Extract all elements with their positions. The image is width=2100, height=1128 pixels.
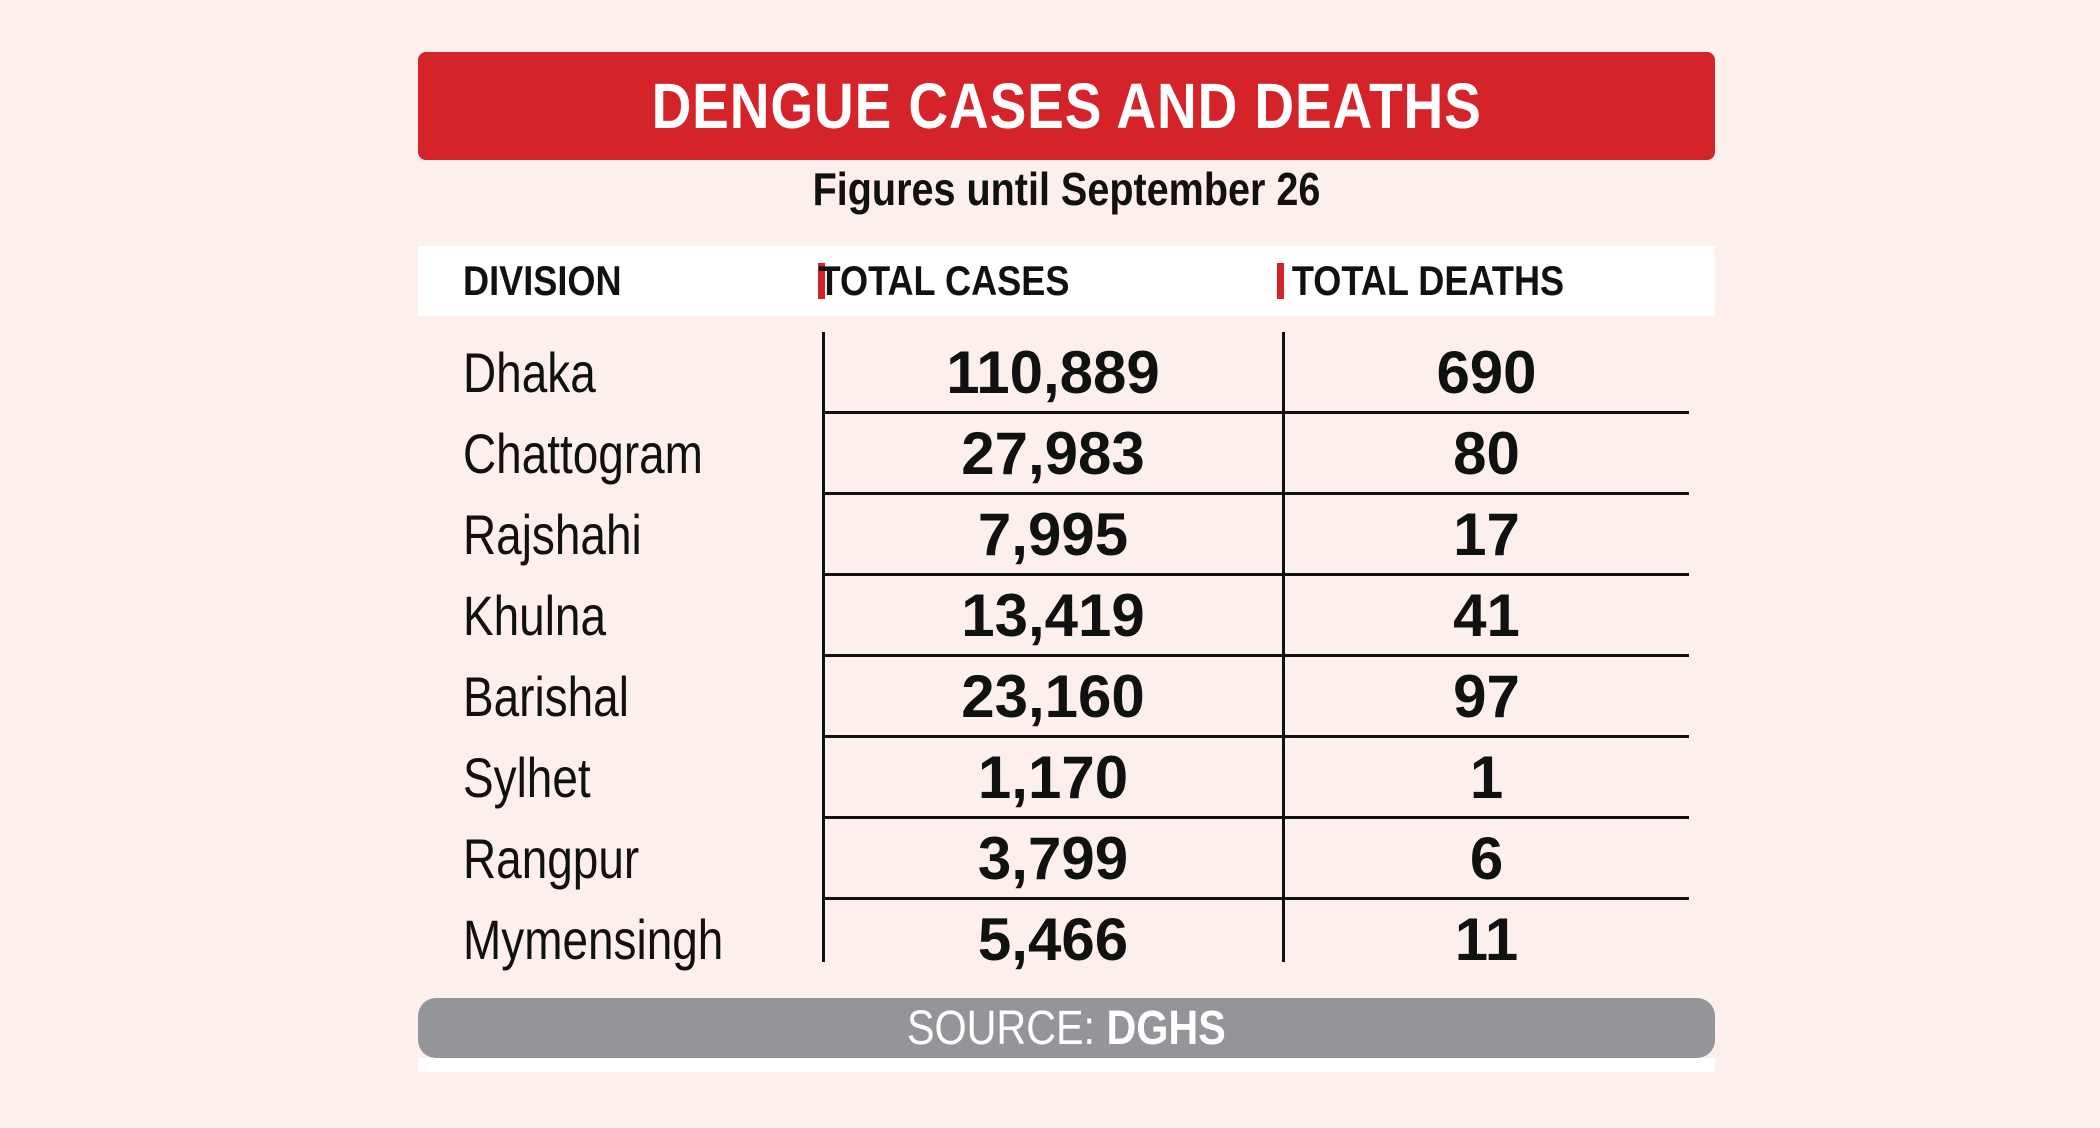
deaths-cell: 6: [1469, 825, 1504, 892]
deaths-cell: 97: [1453, 663, 1520, 730]
table-header: DIVISION TOTAL CASES TOTAL DEATHS: [418, 246, 1715, 316]
header-total-cases: TOTAL CASES: [818, 257, 1070, 304]
title-bar: DENGUE CASES AND DEATHS: [418, 52, 1715, 160]
row-divider: [824, 492, 1689, 495]
row-divider: [824, 816, 1689, 819]
cases-cell: 3,799: [977, 825, 1129, 892]
cases-cell: 1,170: [977, 744, 1129, 811]
source-bar: SOURCE: DGHS: [418, 998, 1715, 1058]
division-cell: Chattogram: [463, 422, 703, 485]
header-division: DIVISION: [463, 257, 622, 304]
deaths-cell: 1: [1469, 744, 1504, 811]
source-label: SOURCE:: [907, 1001, 1107, 1055]
chart-title: DENGUE CASES AND DEATHS: [651, 70, 1482, 142]
row-divider: [824, 411, 1689, 414]
division-cell: Khulna: [463, 584, 606, 647]
deaths-cell: 11: [1454, 906, 1519, 973]
chart-subtitle: Figures until September 26: [812, 163, 1321, 215]
column-divider: [1282, 332, 1285, 962]
row-divider: [824, 735, 1689, 738]
division-cell: Sylhet: [463, 746, 591, 809]
table-panel: DENGUE CASES AND DEATHS Figures until Se…: [418, 50, 1715, 1072]
deaths-cell: 80: [1453, 420, 1520, 487]
division-cell: Dhaka: [463, 341, 596, 404]
cases-cell: 23,160: [961, 663, 1145, 730]
header-separator: [818, 263, 825, 299]
header-separator: [1277, 263, 1284, 299]
table-body: Dhaka 110,889 690 Chattogram 27,983 80 Rajshah…: [418, 50, 1715, 1072]
cases-cell: 110,889: [946, 339, 1160, 406]
row-divider: [824, 654, 1689, 657]
source-text: SOURCE: DGHS: [907, 1001, 1226, 1056]
bottom-strip: [418, 1058, 1715, 1072]
deaths-cell: 41: [1453, 582, 1520, 649]
deaths-cell: 17: [1453, 501, 1520, 568]
deaths-cell: 690: [1436, 339, 1537, 406]
division-cell: Rajshahi: [463, 503, 642, 566]
division-cell: Rangpur: [463, 827, 640, 890]
column-divider: [822, 332, 825, 962]
row-divider: [824, 573, 1689, 576]
header-total-deaths: TOTAL DEATHS: [1291, 257, 1565, 304]
cases-cell: 13,419: [961, 582, 1145, 649]
row-divider: [824, 897, 1689, 900]
cases-cell: 27,983: [961, 420, 1145, 487]
division-cell: Mymensingh: [463, 908, 724, 971]
cases-cell: 5,466: [977, 906, 1129, 973]
division-cell: Barishal: [463, 665, 629, 728]
cases-cell: 7,995: [977, 501, 1129, 568]
source-value: DGHS: [1106, 1001, 1226, 1055]
